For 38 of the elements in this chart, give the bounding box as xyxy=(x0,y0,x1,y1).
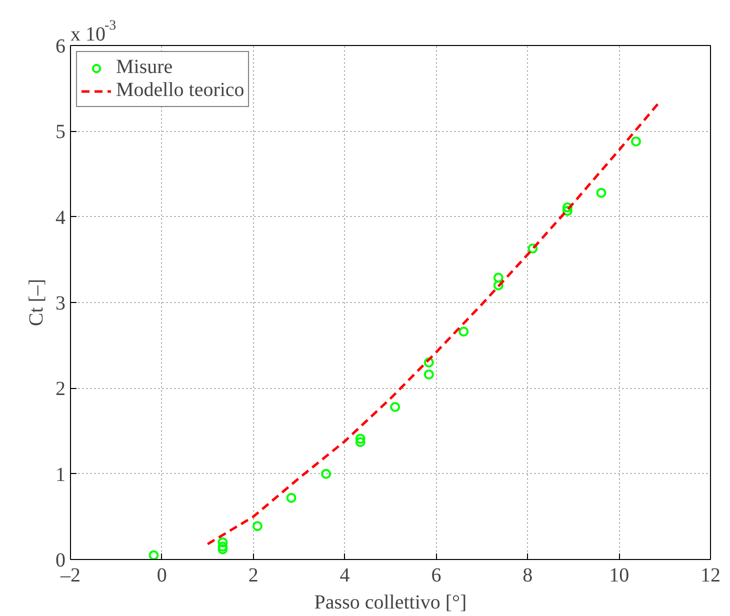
legend-label: Modello teorico xyxy=(116,79,244,102)
y-tick-label: 4 xyxy=(56,206,66,229)
y-axis-title: Ct [–] xyxy=(26,278,48,326)
point xyxy=(218,542,228,552)
point xyxy=(218,544,228,554)
y-tick-label: 3 xyxy=(56,292,66,314)
x-tick-label: 6 xyxy=(431,564,442,586)
point xyxy=(493,280,504,290)
x-tick-label: 4 xyxy=(340,564,350,586)
x-tick-label: 0 xyxy=(156,564,167,586)
point xyxy=(424,357,434,368)
x-tick-label: 12 xyxy=(700,564,720,586)
x-tick-label: 10 xyxy=(609,564,630,586)
point xyxy=(458,326,469,337)
x-tick-label: 2 xyxy=(248,564,258,586)
point xyxy=(424,369,434,380)
point xyxy=(562,206,572,216)
point xyxy=(493,272,504,283)
point xyxy=(218,537,228,548)
point xyxy=(355,437,366,448)
point xyxy=(630,136,641,146)
y-tick-label: 2 xyxy=(56,378,66,400)
y-tick-label: 0 xyxy=(56,550,66,572)
point xyxy=(562,202,572,212)
point xyxy=(390,402,400,412)
point xyxy=(528,244,538,254)
legend-label: Misure xyxy=(116,56,173,79)
y-tick-label: 6 xyxy=(56,36,66,58)
y-tick-label: 5 xyxy=(56,121,66,144)
point xyxy=(596,188,606,198)
point xyxy=(286,492,296,503)
x-axis-title: Passo collettivo [°] xyxy=(314,592,467,614)
point xyxy=(148,550,159,560)
point xyxy=(252,521,262,532)
y-tick-label: 1 xyxy=(56,464,66,486)
point xyxy=(321,468,332,479)
point xyxy=(355,434,366,444)
x-tick-label: 8 xyxy=(522,564,533,586)
